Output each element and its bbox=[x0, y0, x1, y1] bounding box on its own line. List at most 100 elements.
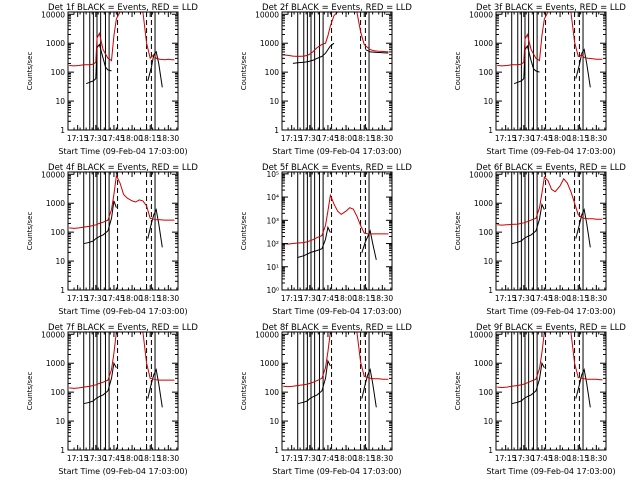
y-tick-label: 1000 bbox=[260, 359, 279, 368]
lld-series-line bbox=[69, 332, 175, 389]
y-tick-label: 1 bbox=[488, 286, 493, 295]
x-axis-label: Start Time (09-Feb-04 17:03:00) bbox=[272, 307, 401, 316]
y-tick-label: 100 bbox=[51, 228, 66, 237]
plot-frame bbox=[495, 331, 607, 451]
detector-panel: Det 7f BLACK = Events, RED = LLD Counts/s… bbox=[26, 323, 198, 476]
events-series-line bbox=[83, 200, 163, 248]
lld-series-line bbox=[283, 12, 389, 57]
y-axis-label: Counts/sec bbox=[26, 212, 34, 251]
x-tick-label: 17:15 bbox=[281, 134, 303, 143]
panel-title: Det 2f BLACK = Events, RED = LLD bbox=[262, 3, 412, 13]
detector-panel: Det 1f BLACK = Events, RED = LLD Counts/s… bbox=[26, 3, 198, 156]
lld-series-line bbox=[497, 176, 603, 226]
y-tick-label: 10000 bbox=[469, 330, 493, 339]
y-tick-label: 10000 bbox=[41, 330, 65, 339]
plot-frame bbox=[281, 11, 393, 131]
y-tick-label: 10 bbox=[55, 257, 65, 266]
x-axis-label: Start Time (09-Feb-04 17:03:00) bbox=[58, 467, 187, 476]
y-tick-label: 10³ bbox=[266, 216, 279, 225]
x-tick-label: 18:15 bbox=[353, 134, 375, 143]
x-tick-label: 17:30 bbox=[85, 134, 107, 143]
x-tick-label: 18:15 bbox=[567, 134, 589, 143]
y-tick-label: 10⁵ bbox=[266, 170, 279, 179]
events-series-line bbox=[292, 42, 389, 64]
x-tick-label: 17:30 bbox=[513, 454, 535, 463]
y-tick-label: 100 bbox=[479, 388, 494, 397]
y-tick-label: 10000 bbox=[469, 170, 493, 179]
x-axis-label: Start Time (09-Feb-04 17:03:00) bbox=[486, 147, 615, 156]
events-series-line bbox=[511, 361, 591, 408]
y-tick-label: 10000 bbox=[41, 10, 65, 19]
y-tick-label: 1 bbox=[488, 126, 493, 135]
detector-panel: Det 5f BLACK = Events, RED = LLD Counts/s… bbox=[240, 163, 412, 316]
x-tick-label: 17:15 bbox=[495, 134, 517, 143]
y-tick-label: 100 bbox=[51, 388, 66, 397]
plot-frame bbox=[281, 331, 393, 451]
x-tick-label: 17:15 bbox=[67, 134, 89, 143]
x-tick-label: 18:30 bbox=[586, 134, 608, 143]
plot-frame bbox=[67, 11, 179, 131]
y-tick-label: 1 bbox=[60, 286, 65, 295]
y-axis-label: Counts/sec bbox=[454, 52, 462, 91]
y-axis-label: Counts/sec bbox=[454, 372, 462, 411]
panel-title: Det 5f BLACK = Events, RED = LLD bbox=[262, 163, 412, 173]
x-tick-label: 17:30 bbox=[85, 294, 107, 303]
x-tick-label: 17:15 bbox=[281, 294, 303, 303]
x-tick-label: 17:45 bbox=[317, 134, 339, 143]
x-tick-label: 18:00 bbox=[335, 294, 357, 303]
x-tick-label: 18:15 bbox=[567, 294, 589, 303]
x-tick-label: 18:30 bbox=[372, 294, 394, 303]
x-tick-label: 18:30 bbox=[372, 134, 394, 143]
y-tick-label: 10⁴ bbox=[266, 193, 279, 202]
y-tick-label: 10⁰ bbox=[266, 286, 279, 295]
y-tick-label: 10 bbox=[55, 417, 65, 426]
x-tick-label: 17:15 bbox=[67, 294, 89, 303]
y-axis-label: Counts/sec bbox=[26, 52, 34, 91]
x-tick-label: 17:15 bbox=[67, 454, 89, 463]
y-tick-label: 10 bbox=[483, 417, 493, 426]
x-tick-label: 18:15 bbox=[353, 294, 375, 303]
x-tick-label: 18:15 bbox=[139, 294, 161, 303]
detector-panel: Det 6f BLACK = Events, RED = LLD Counts/s… bbox=[454, 163, 626, 316]
y-tick-label: 100 bbox=[51, 68, 66, 77]
panel-title: Det 8f BLACK = Events, RED = LLD bbox=[262, 323, 412, 333]
panel-title: Det 4f BLACK = Events, RED = LLD bbox=[48, 163, 198, 173]
events-series-line bbox=[511, 202, 591, 248]
y-tick-label: 10000 bbox=[469, 10, 493, 19]
detector-panel: Det 2f BLACK = Events, RED = LLD Counts/s… bbox=[240, 3, 412, 156]
plot-frame bbox=[495, 171, 607, 291]
x-tick-label: 17:30 bbox=[299, 454, 321, 463]
events-series-line bbox=[513, 44, 591, 88]
y-tick-label: 10 bbox=[55, 97, 65, 106]
y-axis-label: Counts/sec bbox=[26, 372, 34, 411]
y-tick-label: 1 bbox=[60, 126, 65, 135]
y-tick-label: 100 bbox=[265, 388, 280, 397]
y-tick-label: 1000 bbox=[46, 359, 65, 368]
x-tick-label: 17:45 bbox=[531, 134, 553, 143]
x-tick-label: 18:15 bbox=[139, 454, 161, 463]
x-tick-label: 18:00 bbox=[549, 134, 571, 143]
x-tick-label: 17:30 bbox=[513, 134, 535, 143]
lld-series-line bbox=[283, 332, 389, 388]
y-tick-label: 10 bbox=[269, 97, 279, 106]
x-tick-label: 17:30 bbox=[299, 294, 321, 303]
panel-title: Det 7f BLACK = Events, RED = LLD bbox=[48, 323, 198, 333]
plot-frame bbox=[281, 171, 393, 291]
panel-title: Det 3f BLACK = Events, RED = LLD bbox=[476, 3, 626, 13]
x-tick-label: 17:45 bbox=[317, 294, 339, 303]
x-tick-label: 18:15 bbox=[567, 454, 589, 463]
y-tick-label: 100 bbox=[479, 228, 494, 237]
panel-title: Det 9f BLACK = Events, RED = LLD bbox=[476, 323, 626, 333]
detector-panel: Det 3f BLACK = Events, RED = LLD Counts/s… bbox=[454, 3, 626, 156]
x-tick-label: 17:15 bbox=[495, 294, 517, 303]
x-tick-label: 18:00 bbox=[121, 134, 143, 143]
y-tick-label: 10000 bbox=[255, 330, 279, 339]
events-series-line bbox=[83, 361, 163, 408]
y-tick-label: 10 bbox=[483, 257, 493, 266]
x-tick-label: 17:45 bbox=[103, 134, 125, 143]
plot-frame bbox=[495, 11, 607, 131]
lld-series-line bbox=[497, 12, 603, 67]
x-axis-label: Start Time (09-Feb-04 17:03:00) bbox=[486, 307, 615, 316]
